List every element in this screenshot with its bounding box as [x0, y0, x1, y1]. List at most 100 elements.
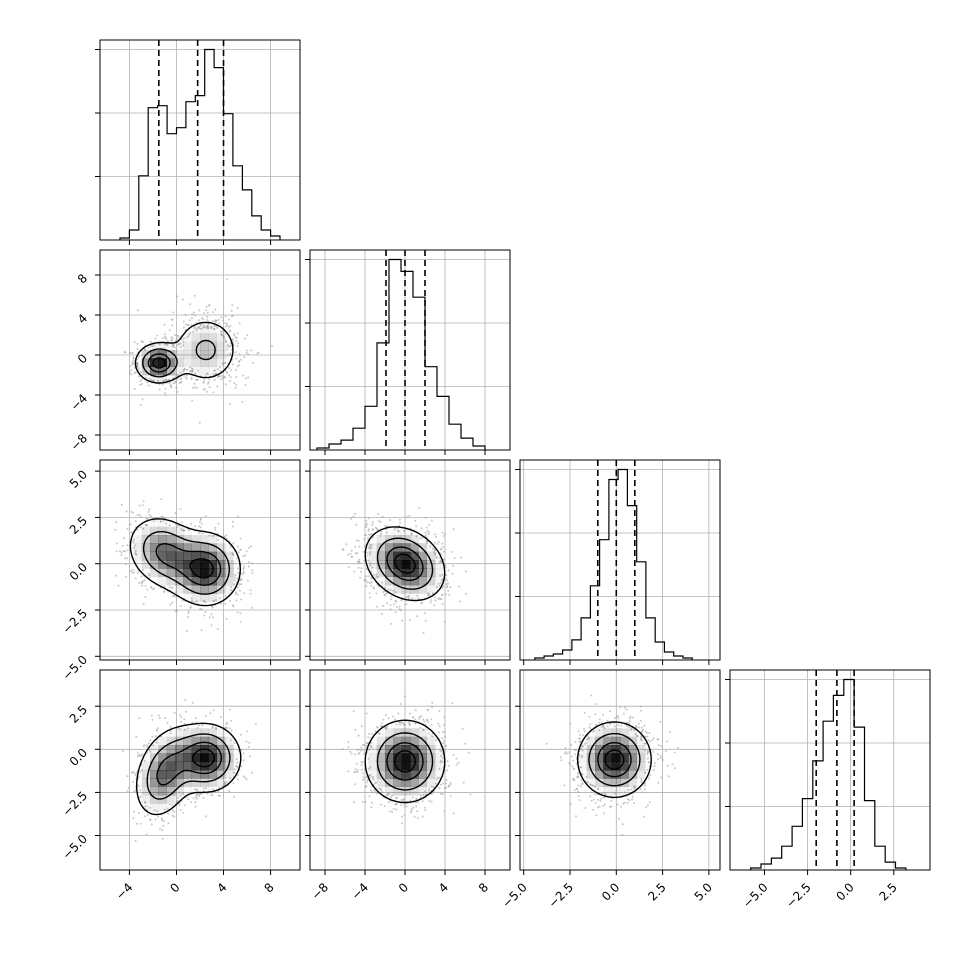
- scatter-point: [452, 753, 455, 756]
- density-cell: [401, 786, 411, 796]
- density-cell: [150, 375, 159, 384]
- density-cell: [142, 568, 151, 577]
- scatter-point: [242, 570, 245, 573]
- scatter-point: [237, 567, 240, 570]
- scatter-point: [424, 516, 427, 519]
- density-cell: [435, 568, 444, 578]
- scatter-point: [133, 790, 136, 793]
- density-contour: [394, 553, 416, 574]
- scatter-point: [660, 745, 663, 748]
- scatter-point: [142, 527, 144, 530]
- scatter-point: [141, 340, 143, 343]
- scatter-point: [168, 524, 171, 527]
- scatter-point: [424, 793, 427, 796]
- scatter-point: [182, 811, 184, 814]
- scatter-point: [619, 706, 622, 709]
- scatter-point: [178, 804, 181, 807]
- scatter-point: [578, 737, 581, 740]
- scatter-point: [124, 563, 127, 566]
- density-cell: [191, 535, 201, 544]
- density-cell: [166, 778, 176, 788]
- scatter-point: [180, 380, 183, 383]
- scatter-point: [433, 551, 436, 554]
- scatter-point: [132, 546, 135, 549]
- density-cell: [141, 786, 151, 796]
- scatter-point: [382, 591, 385, 593]
- scatter-point: [592, 784, 595, 787]
- scatter-point: [190, 522, 193, 525]
- density-cell: [141, 543, 151, 553]
- density-cell: [393, 728, 403, 738]
- scatter-point: [126, 775, 129, 778]
- scatter-point: [193, 788, 196, 791]
- scatter-point: [179, 508, 182, 511]
- scatter-point: [386, 726, 388, 729]
- scatter-point: [229, 739, 232, 742]
- scatter-point: [407, 721, 410, 724]
- scatter-point: [369, 551, 372, 554]
- scatter-point: [371, 521, 374, 524]
- density-contour: [364, 719, 446, 804]
- scatter-point: [400, 799, 403, 801]
- scatter-point: [434, 552, 437, 555]
- density-cell: [158, 753, 168, 763]
- scatter-point: [347, 566, 350, 569]
- joint-panel-2-3: [519, 669, 721, 871]
- scatter-point: [416, 594, 419, 597]
- scatter-point: [569, 802, 572, 805]
- scatter-point: [366, 554, 368, 557]
- scatter-point: [428, 531, 430, 534]
- scatter-point: [634, 732, 637, 735]
- scatter-point: [126, 557, 129, 560]
- x-tick-label: −4: [349, 880, 371, 902]
- scatter-point: [189, 331, 192, 334]
- scatter-point: [219, 378, 222, 381]
- scatter-point: [424, 790, 427, 793]
- scatter-point: [196, 726, 199, 729]
- scatter-point: [153, 809, 156, 812]
- density-cell: [611, 770, 621, 779]
- scatter-point: [160, 520, 162, 523]
- density-contour: [376, 537, 434, 590]
- scatter-point: [366, 522, 369, 525]
- scatter-point: [148, 514, 151, 516]
- scatter-point: [139, 384, 142, 386]
- scatter-point: [590, 694, 593, 697]
- scatter-point: [439, 574, 442, 577]
- scatter-point: [136, 514, 139, 517]
- density-cell: [200, 585, 209, 594]
- density-cell: [628, 778, 638, 788]
- scatter-point: [228, 727, 231, 730]
- scatter-point: [349, 552, 352, 555]
- density-cell: [200, 576, 209, 586]
- scatter-point: [598, 729, 601, 732]
- scatter-point: [225, 726, 228, 729]
- y-tick-label: −2.5: [60, 606, 91, 637]
- scatter-point: [651, 739, 654, 742]
- scatter-point: [190, 317, 193, 320]
- scatter-point: [644, 749, 647, 752]
- y-tick-label: 0.0: [67, 560, 90, 583]
- scatter-point: [360, 769, 363, 771]
- scatter-point: [171, 586, 174, 589]
- scatter-point: [234, 351, 237, 354]
- scatter-point: [228, 380, 231, 382]
- density-cell: [166, 535, 176, 544]
- scatter-point: [136, 528, 139, 531]
- density-cell: [175, 560, 184, 569]
- scatter-point: [229, 329, 232, 332]
- scatter-point: [218, 366, 221, 369]
- scatter-point: [163, 585, 166, 588]
- density-cell: [225, 585, 234, 594]
- scatter-point: [405, 805, 408, 808]
- scatter-point: [236, 586, 239, 589]
- scatter-point: [369, 789, 372, 792]
- scatter-point: [166, 807, 169, 810]
- scatter-point: [147, 384, 150, 387]
- scatter-point: [414, 722, 417, 725]
- scatter-point: [137, 572, 140, 575]
- scatter-point: [360, 725, 363, 727]
- scatter-point: [237, 774, 239, 777]
- scatter-point: [437, 722, 440, 725]
- scatter-point: [386, 602, 389, 605]
